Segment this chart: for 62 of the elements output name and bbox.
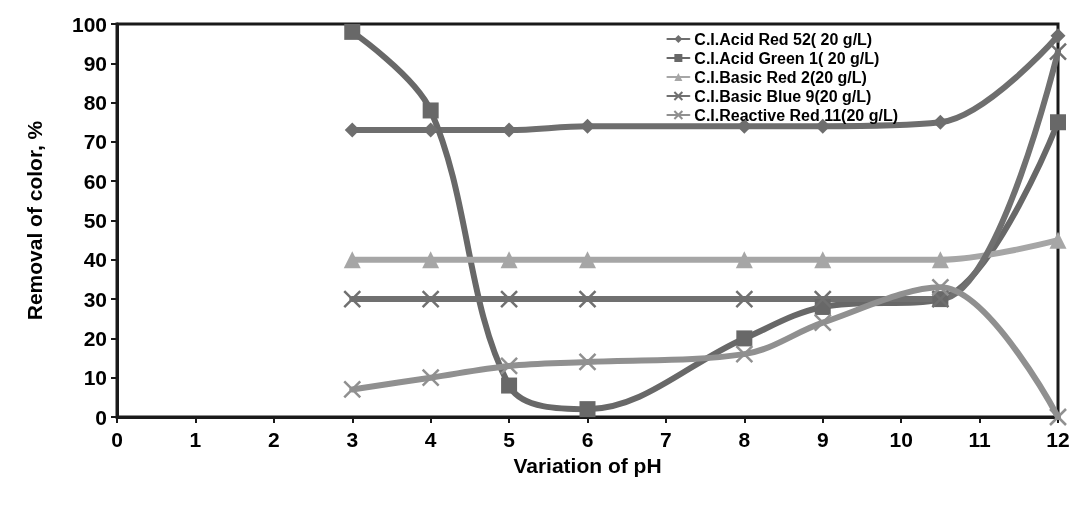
- point: [735, 251, 753, 269]
- point: [343, 251, 361, 269]
- point: [736, 330, 753, 347]
- y-tick-label: 30: [83, 287, 107, 311]
- point: [735, 289, 754, 309]
- point: [580, 118, 595, 134]
- y-tick-label: 10: [83, 366, 107, 390]
- point: [1050, 28, 1066, 44]
- x-tick-label: 6: [581, 428, 594, 451]
- x-tick-label: 3: [346, 428, 359, 451]
- x-tick-label: 2: [267, 428, 280, 451]
- y-tick-label: 0: [95, 405, 107, 429]
- x-tick-label: 9: [816, 428, 829, 451]
- x-tick-label: 1: [189, 428, 202, 451]
- y-tick-label: 60: [83, 169, 107, 193]
- legend-label: C.I.Acid Green 1( 20 g/L): [694, 49, 880, 67]
- point: [421, 368, 440, 387]
- point: [735, 344, 754, 364]
- point: [1049, 231, 1067, 249]
- point: [814, 251, 832, 269]
- point: [499, 356, 519, 376]
- x-tick-label: 10: [889, 428, 913, 451]
- x-axis-title: Variation of pH: [513, 454, 662, 477]
- y-tick-label: 40: [83, 248, 107, 272]
- x-tick-label: 4: [424, 428, 437, 451]
- legend-label: C.I.Basic Blue 9(20 g/L): [694, 87, 872, 105]
- point: [813, 289, 832, 309]
- x-tick-label: 0: [111, 428, 123, 451]
- legend-label: C.I.Acid Red 52( 20 g/L): [694, 30, 873, 48]
- point: [421, 289, 440, 309]
- point: [578, 289, 597, 309]
- y-tick-label: 80: [83, 91, 107, 115]
- y-tick-label: 20: [83, 326, 107, 350]
- point: [499, 289, 519, 309]
- point: [579, 401, 596, 418]
- y-tick-label: 100: [71, 12, 107, 36]
- point: [422, 102, 439, 119]
- point: [500, 251, 518, 269]
- x-tick-label: 7: [660, 428, 672, 451]
- point: [343, 289, 362, 309]
- x-tick-label: 5: [503, 428, 516, 451]
- point: [501, 377, 518, 394]
- point: [931, 251, 949, 269]
- y-tick-label: 70: [83, 130, 107, 154]
- point: [579, 251, 596, 269]
- x-tick-label: 11: [968, 428, 991, 451]
- point: [1048, 42, 1068, 61]
- y-tick-label: 50: [83, 209, 107, 232]
- x-tick-label: 8: [738, 428, 751, 451]
- point: [931, 278, 950, 297]
- y-axis-title: Removal of color, %: [23, 120, 46, 321]
- legend-label: C.I.Basic Red 2(20 g/L): [694, 68, 867, 86]
- point: [813, 313, 832, 332]
- point: [344, 23, 361, 40]
- point: [1048, 407, 1068, 427]
- y-tick-label: 90: [83, 51, 107, 75]
- point: [578, 352, 597, 372]
- point: [1050, 114, 1066, 131]
- point: [343, 380, 362, 399]
- point: [422, 251, 440, 269]
- legend-label: C.I.Reactive Red 11(20 g/L): [694, 106, 899, 124]
- x-tick-label: 12: [1046, 428, 1070, 451]
